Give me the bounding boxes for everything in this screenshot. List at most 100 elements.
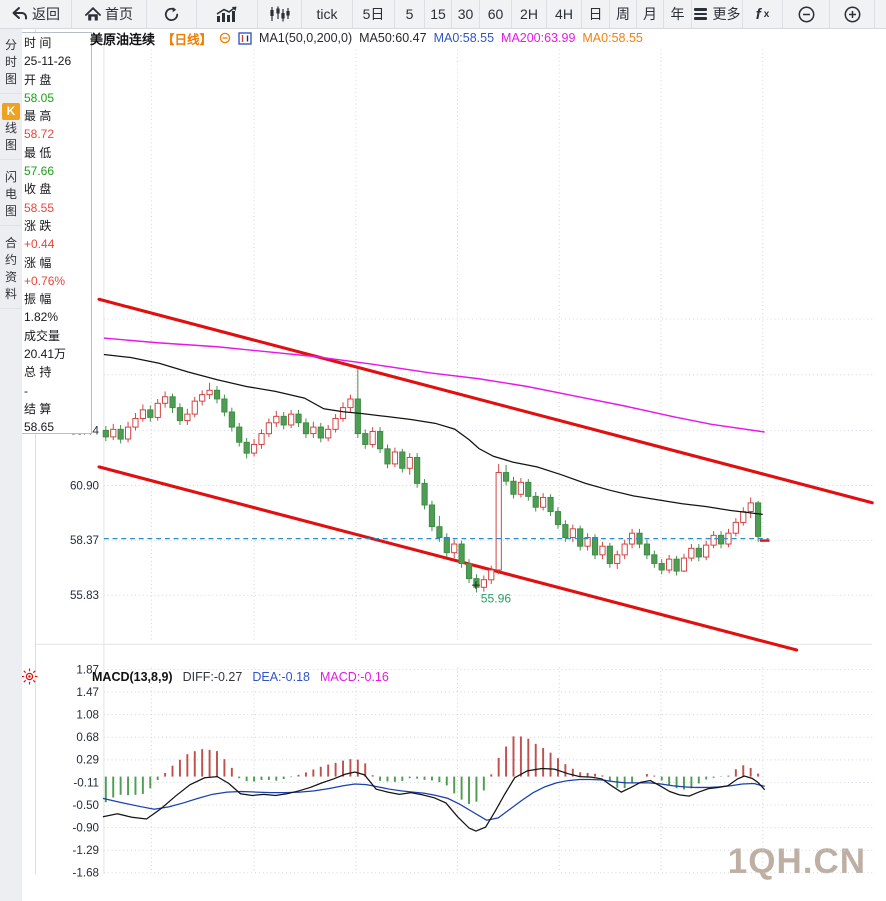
more-button[interactable]: 更多 — [692, 0, 743, 28]
price-axis-label: 58.37 — [70, 534, 99, 547]
candle — [176, 403, 184, 425]
candle — [458, 540, 465, 568]
toolbar-item-label: 60 — [487, 6, 504, 22]
candle — [525, 479, 532, 501]
home-button[interactable]: 首页 — [72, 0, 147, 28]
candle — [258, 429, 265, 449]
info-label: 总 持 — [24, 365, 52, 380]
line-chart-button[interactable] — [197, 0, 258, 28]
ma200-line — [103, 337, 765, 433]
candle — [310, 421, 317, 438]
period-2h[interactable]: 2H — [512, 0, 547, 28]
collapse-circle-icon[interactable] — [219, 32, 231, 44]
info-label: 涨 幅 — [24, 255, 52, 270]
candle — [703, 540, 710, 561]
candle — [562, 520, 569, 542]
candle — [191, 396, 198, 418]
period-60[interactable]: 60 — [480, 0, 512, 28]
period-15[interactable]: 15 — [425, 0, 452, 28]
toolbar-item-label: 月 — [643, 6, 657, 22]
candle — [502, 464, 510, 486]
toolbar-item-label: 首页 — [105, 6, 133, 22]
macd-name-label: MACD(13,8,9) — [92, 669, 173, 684]
side-tab-char: K — [2, 103, 20, 120]
candle — [488, 565, 495, 585]
candle — [199, 390, 206, 406]
info-label: 收 盘 — [24, 182, 52, 197]
toolbar-item-label: 更多 — [712, 6, 741, 22]
candle — [651, 550, 658, 568]
info-value: 58.55 — [24, 200, 55, 215]
info-label: 最 低 — [24, 145, 52, 160]
candle — [621, 539, 628, 560]
candle — [414, 453, 421, 488]
indicator-settings-icon[interactable] — [21, 668, 38, 690]
info-value: 20.41万 — [24, 347, 67, 362]
candle — [354, 368, 361, 438]
macd-diff-line — [102, 767, 766, 832]
candle — [584, 533, 591, 551]
candle — [384, 444, 391, 469]
toolbar-item-label: 4H — [555, 6, 573, 22]
info-value: 58.72 — [24, 127, 55, 142]
trend-channel-line[interactable] — [97, 465, 799, 652]
candle — [124, 421, 132, 443]
candle — [132, 413, 139, 431]
toolbar-item-label: 5日 — [362, 6, 385, 22]
price-axis-label: 60.90 — [70, 479, 99, 492]
candle — [399, 448, 406, 473]
period-day[interactable]: 日 — [582, 0, 610, 28]
kline-chart-button[interactable] — [258, 0, 302, 28]
macd-header: MACD(13,8,9) DIFF:-0.27 DEA:-0.18 MACD:-… — [92, 669, 389, 684]
candle — [421, 479, 428, 510]
candle — [213, 386, 221, 404]
candle — [688, 544, 695, 562]
candle — [443, 533, 450, 558]
low-price-label: 55.96 — [481, 592, 512, 606]
tab-flash-chart[interactable]: 闪电图 — [0, 164, 22, 226]
period-week[interactable]: 周 — [610, 0, 637, 28]
info-label: 结 算 — [24, 401, 52, 416]
candle — [162, 391, 169, 408]
indicator-window-icon[interactable] — [238, 31, 252, 45]
period-tick[interactable]: tick — [302, 0, 353, 28]
zoom-out-button[interactable] — [783, 0, 830, 28]
info-value: 58.65 — [24, 420, 55, 435]
period-4h[interactable]: 4H — [547, 0, 582, 28]
candle — [228, 407, 235, 432]
side-tab-char: 料 — [4, 287, 17, 301]
macd-axis-label: 1.47 — [76, 686, 99, 699]
candle — [666, 554, 673, 574]
candle — [169, 393, 176, 414]
period-month[interactable]: 月 — [637, 0, 664, 28]
tab-contract-info[interactable]: 合约资料 — [0, 230, 22, 309]
period-year[interactable]: 年 — [664, 0, 692, 28]
candle — [599, 541, 606, 560]
macd-axis-label: 0.68 — [76, 731, 99, 744]
chart-canvas[interactable]: 55.9663.4460.9058.3755.831.871.471.080.6… — [0, 28, 886, 901]
trend-channel-line[interactable] — [97, 297, 874, 505]
period-5[interactable]: 5 — [395, 0, 425, 28]
macd-axis-label: -0.50 — [73, 799, 99, 812]
macd-dea-line — [102, 778, 765, 821]
side-tab-char: 约 — [4, 253, 17, 267]
refresh-button[interactable] — [147, 0, 197, 28]
info-label: 开 盘 — [24, 72, 52, 87]
ma50-line — [103, 353, 763, 516]
info-label: 最 高 — [24, 109, 52, 124]
watermark: 1QH.CN — [727, 842, 866, 881]
toolbar-item-label: 日 — [588, 6, 603, 22]
candle — [465, 559, 473, 583]
back-button[interactable]: 返回 — [0, 0, 72, 28]
candle — [332, 414, 339, 433]
candle — [325, 424, 332, 442]
tab-time-chart[interactable]: 分时图 — [0, 32, 22, 94]
candle — [614, 550, 621, 569]
candle — [547, 494, 554, 516]
toolbar: 返回 首页 tick 5日 5 15 30 60 2H 4H 日周月年 更多 f x — [0, 0, 886, 29]
zoom-in-button[interactable] — [830, 0, 875, 28]
period-30[interactable]: 30 — [452, 0, 480, 28]
period-5d[interactable]: 5日 — [353, 0, 395, 28]
